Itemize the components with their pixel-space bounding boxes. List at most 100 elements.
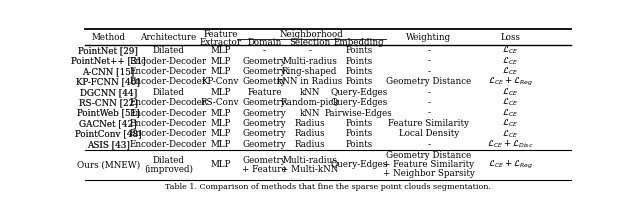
Text: + Multi-kNN: + Multi-kNN: [281, 165, 339, 174]
Text: (improved): (improved): [144, 165, 193, 174]
Text: Geometry: Geometry: [243, 98, 286, 107]
Text: Pairwise-Edges: Pairwise-Edges: [325, 109, 392, 118]
Text: Radius: Radius: [294, 119, 325, 128]
Text: MLP: MLP: [210, 129, 230, 138]
Text: Encoder-Decoder: Encoder-Decoder: [130, 98, 207, 107]
Text: DGCNN [44]: DGCNN [44]: [79, 88, 137, 97]
Text: PointConv [48]: PointConv [48]: [75, 129, 141, 138]
Text: Ring-shaped: Ring-shaped: [282, 67, 337, 76]
Text: Query-Edges: Query-Edges: [330, 160, 387, 169]
Text: + Feature: + Feature: [242, 165, 287, 174]
Text: + Feature Similarity: + Feature Similarity: [383, 160, 474, 169]
Text: PointWeb [51]: PointWeb [51]: [77, 109, 140, 118]
Text: Encoder-Decoder: Encoder-Decoder: [130, 140, 207, 149]
Text: $\mathcal{L}_{CE}$: $\mathcal{L}_{CE}$: [502, 118, 518, 129]
Text: PointNet++ [31]: PointNet++ [31]: [71, 57, 145, 66]
Text: Encoder-Decoder: Encoder-Decoder: [130, 129, 207, 138]
Text: MLP: MLP: [210, 160, 230, 169]
Text: Loss: Loss: [500, 32, 520, 42]
Text: Multi-radius: Multi-radius: [282, 57, 337, 66]
Text: $\mathcal{L}_{CE}$: $\mathcal{L}_{CE}$: [502, 107, 518, 119]
Text: PointNet [29]: PointNet [29]: [78, 46, 138, 55]
Text: Encoder-Decoder: Encoder-Decoder: [130, 109, 207, 118]
Text: RS-CNN [22]: RS-CNN [22]: [79, 98, 138, 107]
Text: kNN: kNN: [300, 109, 320, 118]
Text: Local Density: Local Density: [399, 129, 459, 138]
Text: Selection: Selection: [289, 38, 330, 47]
Text: A-CNN [15]: A-CNN [15]: [82, 67, 134, 76]
Text: Architecture: Architecture: [140, 32, 196, 42]
Text: Points: Points: [345, 67, 372, 76]
Text: ASIS [43]: ASIS [43]: [87, 140, 130, 149]
Text: Points: Points: [345, 140, 372, 149]
Text: Geometry: Geometry: [243, 77, 286, 86]
Text: PointConv [48]: PointConv [48]: [75, 129, 141, 138]
Text: MLP: MLP: [210, 57, 230, 66]
Text: Encoder-Decoder: Encoder-Decoder: [130, 119, 207, 128]
Text: Geometry: Geometry: [243, 67, 286, 76]
Text: -: -: [263, 46, 266, 55]
Text: Geometry: Geometry: [243, 129, 286, 138]
Text: Geometry: Geometry: [243, 140, 286, 149]
Text: Embedding: Embedding: [333, 38, 384, 47]
Text: MLP: MLP: [210, 119, 230, 128]
Text: KP-Conv: KP-Conv: [202, 77, 239, 86]
Text: $\mathcal{L}_{CE}$: $\mathcal{L}_{CE}$: [502, 87, 518, 98]
Text: Dilated: Dilated: [152, 155, 184, 165]
Text: KP-FCNN [40]: KP-FCNN [40]: [76, 77, 140, 86]
Text: $\mathcal{L}_{CE}$: $\mathcal{L}_{CE}$: [502, 97, 518, 108]
Text: Domain: Domain: [247, 38, 282, 47]
Text: RS-CNN [22]: RS-CNN [22]: [79, 98, 138, 107]
Text: Ours (MNEW): Ours (MNEW): [77, 160, 140, 169]
Text: GACNet [42]: GACNet [42]: [79, 119, 137, 128]
Text: MLP: MLP: [210, 140, 230, 149]
Text: Points: Points: [345, 129, 372, 138]
Text: -: -: [427, 109, 430, 118]
Text: MLP: MLP: [210, 88, 230, 97]
Text: Neighborhood: Neighborhood: [280, 30, 344, 39]
Text: ASIS [43]: ASIS [43]: [87, 140, 130, 149]
Text: Random-pick: Random-pick: [280, 98, 339, 107]
Text: Points: Points: [345, 77, 372, 86]
Text: Points: Points: [345, 46, 372, 55]
Text: Geometry Distance: Geometry Distance: [386, 151, 471, 160]
Text: GACNet [42]: GACNet [42]: [79, 119, 137, 128]
Text: -: -: [427, 57, 430, 66]
Text: PointConv [48]: PointConv [48]: [75, 129, 141, 138]
Text: DGCNN [44]: DGCNN [44]: [79, 88, 137, 97]
Text: Dilated: Dilated: [152, 88, 184, 97]
Text: GACNet [42]: GACNet [42]: [79, 119, 137, 128]
Text: Geometry: Geometry: [243, 119, 286, 128]
Text: Multi-radius: Multi-radius: [282, 155, 337, 165]
Text: Geometry: Geometry: [243, 109, 286, 118]
Text: A-CNN [15]: A-CNN [15]: [82, 67, 134, 76]
Text: Geometry: Geometry: [243, 155, 286, 165]
Text: Radius: Radius: [294, 129, 325, 138]
Text: $\mathcal{L}_{CE}$: $\mathcal{L}_{CE}$: [502, 45, 518, 56]
Text: $\mathcal{L}_{CE} + \mathcal{L}_{Reg}$: $\mathcal{L}_{CE} + \mathcal{L}_{Reg}$: [488, 158, 533, 171]
Text: Encoder-Decoder: Encoder-Decoder: [130, 77, 207, 86]
Text: Geometry Distance: Geometry Distance: [386, 77, 471, 86]
Text: -: -: [427, 98, 430, 107]
Text: MLP: MLP: [210, 46, 230, 55]
Text: A-CNN [15]: A-CNN [15]: [82, 67, 134, 76]
Text: Weighting: Weighting: [406, 32, 451, 42]
Text: Feature: Feature: [247, 88, 282, 97]
Text: Points: Points: [345, 57, 372, 66]
Text: Radius: Radius: [294, 140, 325, 149]
Text: KP-FCNN [40]: KP-FCNN [40]: [76, 77, 140, 86]
Text: + Neighbor Sparsity: + Neighbor Sparsity: [383, 169, 475, 178]
Text: Query-Edges: Query-Edges: [330, 98, 387, 107]
Text: -: -: [427, 46, 430, 55]
Text: KP-FCNN [40]: KP-FCNN [40]: [76, 77, 140, 86]
Text: $\mathcal{L}_{CE} + \mathcal{L}_{Disc}$: $\mathcal{L}_{CE} + \mathcal{L}_{Disc}$: [488, 139, 534, 150]
Text: DGCNN [44]: DGCNN [44]: [79, 88, 137, 97]
Text: PointWeb [51]: PointWeb [51]: [77, 109, 140, 118]
Text: -: -: [427, 67, 430, 76]
Text: PointWeb [51]: PointWeb [51]: [77, 109, 140, 118]
Text: -: -: [427, 140, 430, 149]
Text: $\mathcal{L}_{CE}$: $\mathcal{L}_{CE}$: [502, 128, 518, 140]
Text: PointNet++ [31]: PointNet++ [31]: [71, 57, 145, 66]
Text: PointNet [29]: PointNet [29]: [78, 46, 138, 55]
Text: kNN: kNN: [300, 88, 320, 97]
